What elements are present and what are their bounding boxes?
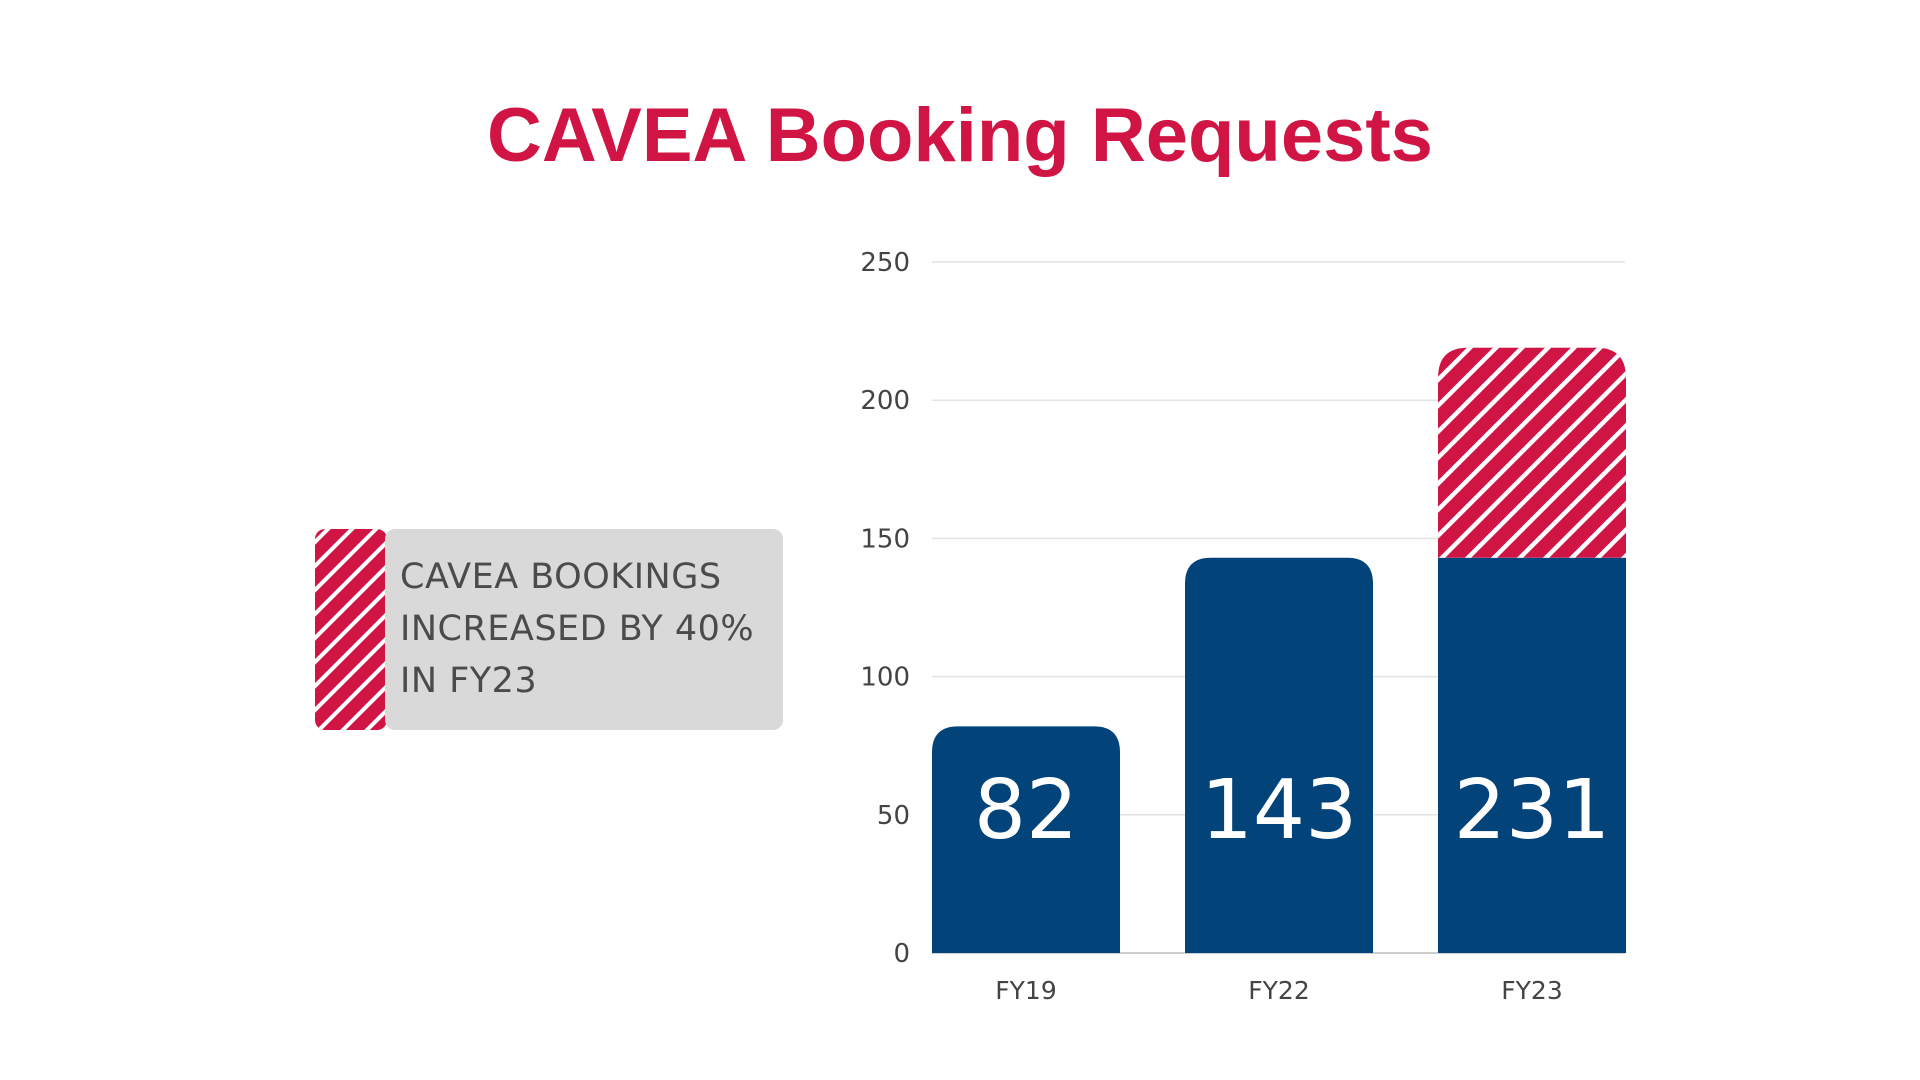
y-tick-label: 100 — [860, 663, 910, 693]
bar-value-label: 82 — [974, 763, 1078, 858]
x-tick-label: FY22 — [1248, 976, 1309, 1005]
bar-fy19 — [932, 726, 1120, 953]
bar-fy22 — [1185, 557, 1373, 953]
chart-title: CAVEA Booking Requests — [487, 93, 1433, 178]
increase-swatch — [315, 529, 387, 730]
callout-box — [385, 529, 783, 730]
bar-value-label: 231 — [1454, 763, 1611, 858]
y-tick-label: 250 — [860, 248, 910, 278]
callout-text: CAVEA BOOKINGS INCREASED BY 40% IN FY23 — [400, 557, 755, 701]
y-tick-label: 200 — [860, 386, 910, 416]
x-tick-label: FY23 — [1501, 976, 1562, 1005]
x-tick-label: FY19 — [995, 976, 1056, 1005]
bar-value-label: 143 — [1201, 763, 1358, 858]
bar-fy23 — [1438, 557, 1626, 953]
callout: CAVEA BOOKINGS INCREASED BY 40% IN FY23 — [315, 529, 783, 730]
y-tick-label: 50 — [877, 801, 910, 831]
bar-increase-segment — [1438, 347, 1626, 558]
y-tick-label: 0 — [893, 939, 910, 969]
y-tick-label: 150 — [860, 524, 910, 554]
